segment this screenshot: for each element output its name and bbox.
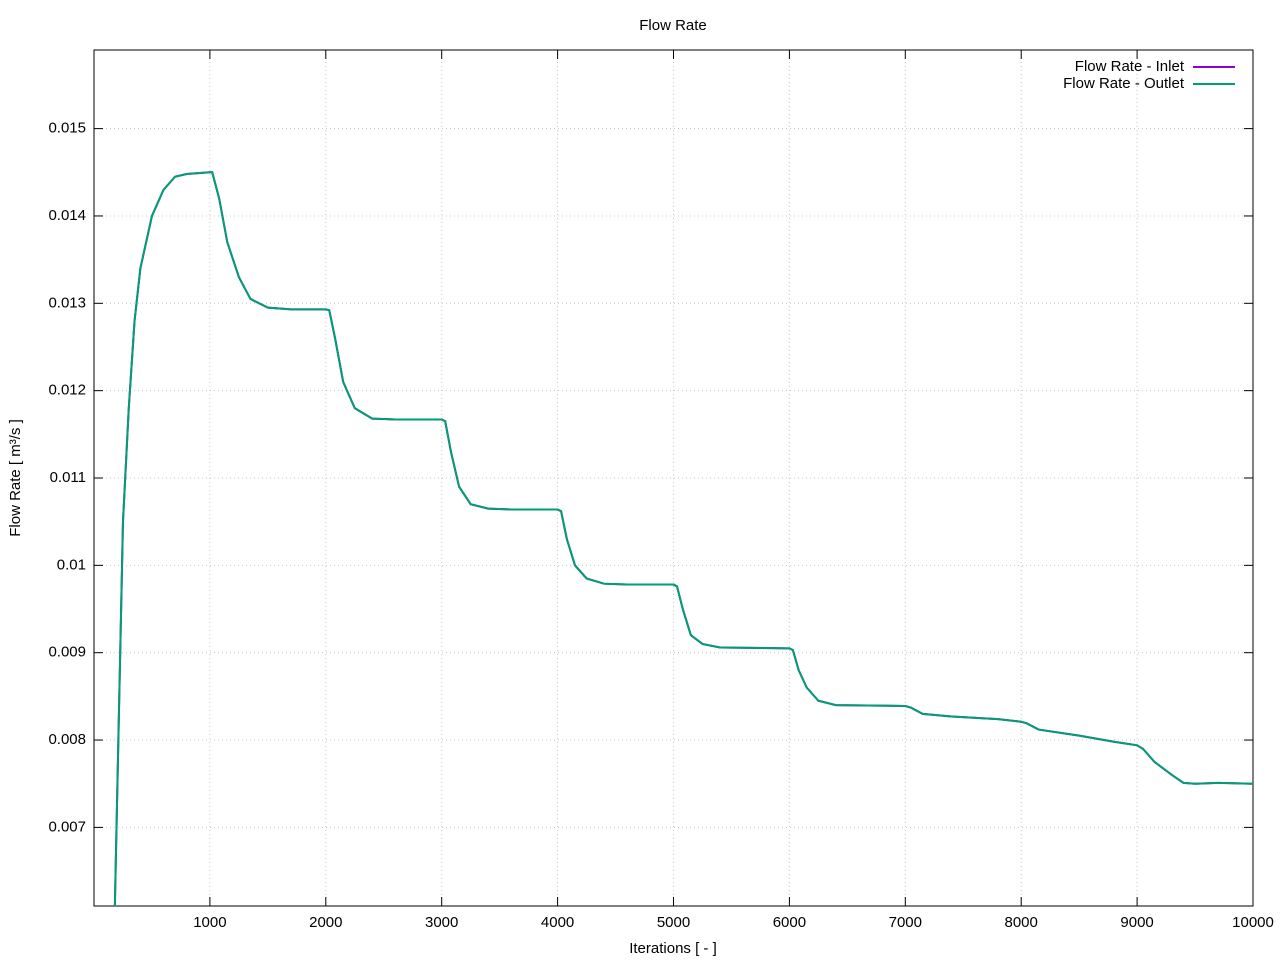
x-axis-label: Iterations [ - ]	[629, 940, 717, 957]
y-tick-label: 0.009	[48, 644, 86, 661]
x-tick-label: 8000	[1005, 914, 1038, 931]
x-tick-label: 5000	[657, 914, 690, 931]
y-tick-label: 0.008	[48, 731, 86, 748]
x-tick-label: 9000	[1120, 914, 1153, 931]
x-tick-label: 4000	[541, 914, 574, 931]
y-tick-label: 0.012	[48, 382, 86, 399]
y-tick-label: 0.007	[48, 818, 86, 835]
legend-label: Flow Rate - Inlet	[1075, 58, 1185, 75]
x-tick-label: 1000	[193, 914, 226, 931]
x-tick-label: 2000	[309, 914, 342, 931]
y-tick-label: 0.01	[57, 556, 86, 573]
y-tick-label: 0.013	[48, 294, 86, 311]
plot-frame	[93, 49, 1254, 907]
y-tick-label: 0.011	[50, 469, 86, 486]
data-line	[113, 171, 1253, 906]
y-tick-label: 0.014	[48, 207, 86, 224]
legend-label: Flow Rate - Outlet	[1063, 75, 1185, 92]
x-tick-label: 3000	[425, 914, 458, 931]
x-tick-label: 7000	[889, 914, 922, 931]
x-tick-label: 10000	[1232, 914, 1274, 931]
x-tick-label: 6000	[773, 914, 806, 931]
y-axis-label: Flow Rate [ m³/s ]	[7, 419, 24, 537]
y-tick-label: 0.015	[48, 120, 86, 137]
chart-title: Flow Rate	[639, 17, 707, 34]
